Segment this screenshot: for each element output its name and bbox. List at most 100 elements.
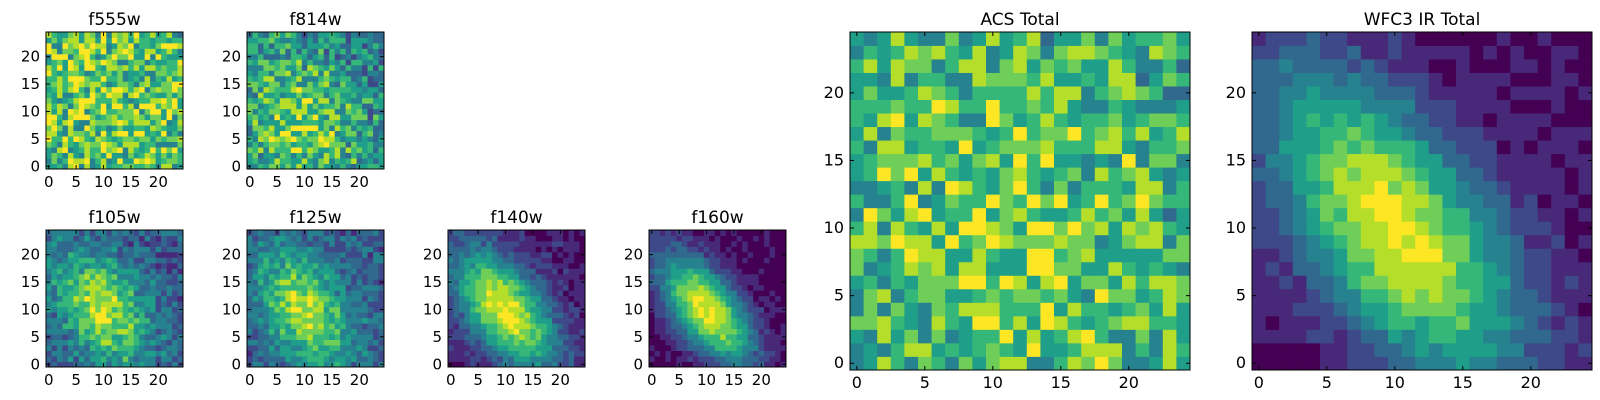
heatmap-cell — [1108, 126, 1123, 141]
heatmap-cell — [67, 356, 74, 362]
heatmap-cell — [318, 147, 325, 153]
heatmap-cell — [161, 273, 167, 280]
heatmap-cell — [535, 301, 542, 308]
heatmap-cell — [1040, 288, 1055, 303]
heatmap-cell — [133, 273, 140, 280]
heatmap-cell — [290, 163, 297, 170]
heatmap-cell — [1292, 342, 1307, 357]
heatmap-cell — [958, 167, 973, 182]
heatmap-cell — [731, 284, 738, 291]
heatmap-cell — [318, 350, 325, 357]
heatmap-cell — [780, 240, 787, 247]
heatmap-cell — [106, 37, 113, 44]
heatmap-cell — [290, 136, 297, 142]
heatmap-cell — [698, 262, 705, 269]
heatmap-cell — [301, 345, 308, 351]
heatmap-cell — [111, 108, 118, 115]
heatmap-cell — [139, 81, 146, 88]
heatmap-cell — [1401, 329, 1416, 344]
heatmap-cell — [579, 230, 586, 236]
heatmap-cell — [166, 97, 173, 104]
heatmap-cell — [742, 230, 749, 236]
heatmap-cell — [850, 153, 864, 168]
heatmap-cell — [676, 339, 683, 346]
heatmap-cell — [161, 240, 167, 247]
heatmap-cell — [252, 81, 259, 88]
heatmap-cell — [999, 261, 1014, 276]
heatmap-cell — [1524, 248, 1538, 263]
heatmap-cell — [356, 356, 363, 362]
heatmap-cell — [448, 350, 454, 357]
heatmap-cell — [1551, 194, 1566, 209]
heatmap-cell — [144, 350, 151, 357]
heatmap-cell — [268, 32, 275, 38]
heatmap-cell — [448, 345, 454, 351]
heatmap-cell — [144, 136, 151, 142]
heatmap-cell — [986, 221, 1000, 236]
heatmap-cell — [122, 53, 129, 60]
heatmap-cell — [378, 103, 385, 110]
heatmap-cell — [731, 290, 738, 297]
heatmap-cell — [263, 37, 270, 44]
heatmap-cell — [73, 75, 80, 82]
heatmap-cell — [252, 251, 259, 258]
heatmap-cell — [541, 257, 548, 264]
heatmap-cell — [128, 119, 135, 126]
heatmap-cell — [296, 81, 303, 88]
heatmap-cell — [89, 81, 96, 88]
heatmap-cell — [1360, 329, 1375, 344]
heatmap-cell — [252, 334, 259, 340]
heatmap-cell — [508, 317, 515, 324]
heatmap-cell — [128, 152, 135, 159]
heatmap-cell — [117, 147, 124, 153]
heatmap-cell — [257, 323, 264, 330]
x-tick-label: 20 — [149, 173, 168, 191]
heatmap-cell — [128, 306, 135, 313]
heatmap-cell — [513, 323, 520, 330]
heatmap-cell — [318, 251, 325, 258]
heatmap-cell — [133, 240, 140, 247]
heatmap-cell — [670, 240, 677, 247]
heatmap-cell — [958, 248, 973, 263]
heatmap-cell — [312, 268, 319, 275]
heatmap-cell — [279, 334, 286, 340]
heatmap-cell — [128, 235, 135, 242]
heatmap-cell — [144, 257, 151, 264]
heatmap-cell — [51, 97, 58, 104]
heatmap-cell — [530, 334, 537, 340]
heatmap-cell — [139, 273, 146, 280]
heatmap-cell — [972, 221, 987, 236]
heatmap-cell — [166, 119, 173, 126]
heatmap-cell — [698, 295, 705, 302]
heatmap-cells — [46, 230, 184, 368]
heatmap-cell — [268, 246, 275, 253]
heatmap-cell — [133, 235, 140, 242]
heatmap-cell — [345, 361, 352, 368]
heatmap-cell — [676, 257, 683, 264]
heatmap-cell — [323, 70, 330, 77]
heatmap-cell — [362, 328, 368, 335]
heatmap-cell — [1469, 194, 1484, 209]
heatmap-cell — [692, 312, 699, 319]
heatmap-cell — [1026, 275, 1041, 290]
heatmap-cell — [1013, 113, 1028, 128]
heatmap-cell — [172, 97, 178, 104]
heatmap-cell — [106, 32, 113, 38]
heatmap-cell — [475, 251, 482, 258]
heatmap-cell — [497, 301, 504, 308]
heatmap-cell — [89, 301, 96, 308]
heatmap-cell — [62, 64, 69, 71]
heatmap-cell — [469, 356, 476, 362]
heatmap-cell — [373, 317, 379, 324]
heatmap-cell — [524, 230, 531, 236]
heatmap-cell — [720, 257, 727, 264]
heatmap-cell — [84, 32, 91, 38]
heatmap-cell — [1442, 329, 1457, 344]
heatmap-cell — [290, 295, 297, 302]
heatmap-cell — [464, 284, 471, 291]
heatmap-cell — [475, 356, 482, 362]
heatmap-cell — [263, 312, 270, 319]
heatmap-cell — [709, 323, 716, 330]
heatmap-cell — [1374, 167, 1389, 182]
heatmap-cell — [150, 86, 156, 93]
